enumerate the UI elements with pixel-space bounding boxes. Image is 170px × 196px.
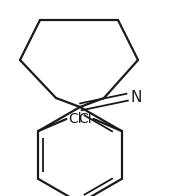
Text: N: N xyxy=(131,90,142,104)
Text: Cl: Cl xyxy=(78,112,92,126)
Text: Cl: Cl xyxy=(69,112,82,126)
